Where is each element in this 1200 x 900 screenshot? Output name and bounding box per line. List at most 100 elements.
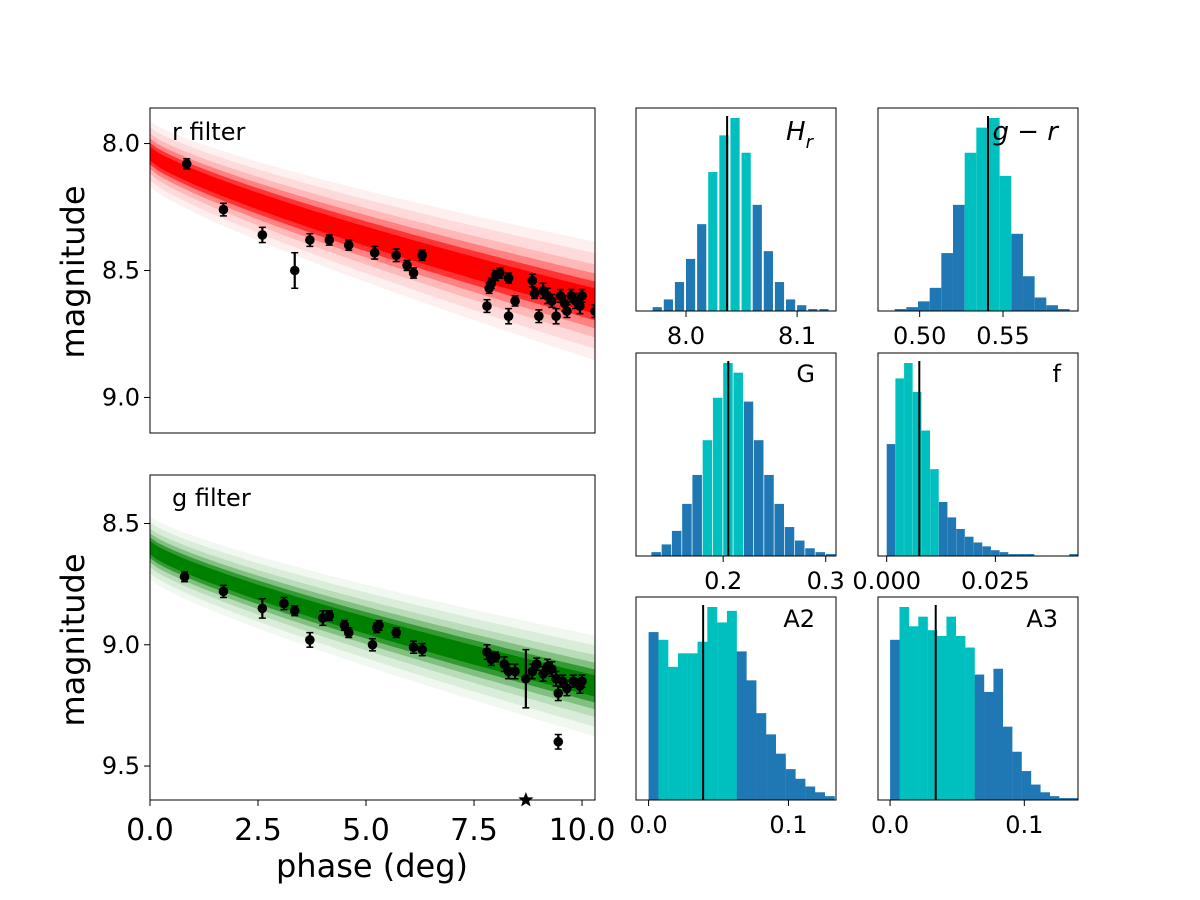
x-tick-label: 0.000	[852, 567, 921, 595]
hist-bar	[941, 253, 953, 311]
hist-bar	[937, 635, 947, 800]
fit-band-layer	[150, 541, 595, 697]
data-point	[527, 273, 538, 288]
hist-bar	[674, 282, 685, 311]
hist-bar	[753, 440, 764, 556]
hist-bar	[921, 430, 931, 556]
hist-f-frame	[877, 352, 1079, 557]
hist-bar	[999, 552, 1009, 556]
data-point	[538, 665, 548, 682]
hist-f-bars	[886, 361, 1078, 556]
hist-bar	[815, 552, 826, 556]
hist-bar	[697, 224, 707, 311]
hist-bar	[652, 307, 662, 311]
hist-bar	[736, 651, 747, 800]
hist-bar	[824, 796, 835, 800]
r-filter-panel: 8.0 8.5 9.0 r filter magnitude	[54, 107, 596, 434]
hist-bar	[658, 639, 669, 800]
x-tick-label: 0.0	[126, 813, 174, 848]
hist-A3-frame	[877, 596, 1079, 801]
data-point	[305, 232, 315, 248]
hist-bar	[1012, 751, 1022, 800]
hist-bar	[648, 632, 659, 800]
data-point	[179, 571, 190, 583]
data-point	[402, 259, 412, 272]
hist-bar	[764, 474, 774, 556]
x-tick-label: 8.0	[667, 322, 705, 350]
data-point	[408, 267, 419, 279]
data-point	[553, 733, 564, 750]
data-point	[553, 685, 564, 702]
hist-bar	[974, 674, 985, 800]
hist-bar	[956, 528, 965, 556]
hist-hr-label: Hr	[786, 117, 815, 153]
r-y-axis-label: magnitude	[54, 185, 92, 358]
data-point	[257, 226, 268, 244]
hist-bar	[661, 544, 672, 556]
hist-bar	[668, 666, 679, 800]
g-x-ticks: 0.0 2.5 5.0 7.5 10.0	[126, 800, 615, 848]
hist-hr-panel: 8.0 8.1 Hr	[635, 107, 837, 350]
hist-bar	[973, 542, 983, 556]
hist-bar	[1031, 784, 1041, 800]
hist-bar	[955, 635, 966, 800]
hist-G-label: G	[796, 360, 815, 388]
hist-bar	[929, 287, 942, 311]
x-tick-label: 8.1	[778, 322, 816, 350]
hist-bar	[726, 610, 737, 800]
hist-bar	[984, 691, 994, 800]
hist-hr-x-ticks: 8.0 8.1	[667, 311, 816, 350]
r-fit-band	[150, 120, 595, 361]
data-point	[324, 234, 335, 246]
x-tick-label: 0.025	[961, 567, 1030, 595]
hist-bar	[946, 616, 957, 800]
hist-bar	[1049, 796, 1060, 800]
data-point	[391, 627, 402, 639]
x-tick-label: 0.0	[871, 811, 909, 839]
hist-bar	[938, 501, 948, 556]
hist-A3-x-ticks: 0.0 0.1	[871, 800, 1043, 839]
hist-bar	[746, 680, 757, 800]
hist-A2-x-ticks: 0.0 0.1	[630, 800, 808, 839]
x-tick-label: 0.3	[807, 567, 845, 595]
hist-bar	[717, 622, 728, 800]
hist-bar	[982, 546, 991, 556]
y-tick-label: 8.5	[102, 257, 140, 285]
data-point	[529, 287, 540, 300]
data-point	[367, 637, 378, 652]
hist-f-panel: 0.000 0.025 f	[852, 352, 1079, 595]
hist-bar	[785, 769, 796, 800]
hist-bar	[712, 397, 723, 556]
hist-bar	[993, 668, 1003, 800]
hist-bar	[774, 503, 784, 556]
hist-bar	[707, 607, 718, 800]
hist-bar	[743, 401, 754, 556]
hist-bar	[763, 251, 773, 311]
hist-bar	[805, 548, 815, 556]
data-point	[374, 619, 384, 631]
hist-bar	[702, 440, 713, 556]
hist-bar	[1023, 276, 1035, 311]
hist-bar	[786, 299, 796, 311]
hist-bar	[976, 127, 988, 312]
hist-bar	[797, 305, 807, 311]
hist-bar	[651, 552, 661, 556]
hist-bar	[677, 653, 688, 800]
y-tick-label: 8.0	[102, 130, 140, 158]
hist-G-bars	[651, 361, 836, 556]
data-point	[324, 610, 335, 622]
hist-bar	[808, 309, 818, 311]
x-tick-label: 0.2	[704, 567, 742, 595]
g-y-ticks: 8.5 9.0 9.5	[102, 510, 150, 780]
data-point	[369, 245, 380, 260]
hist-bar	[686, 258, 696, 311]
hist-bar	[894, 309, 907, 311]
data-point	[546, 293, 557, 309]
hist-bar	[906, 307, 918, 311]
data-point	[495, 267, 505, 279]
r-filter-annotation: r filter	[172, 118, 245, 146]
x-tick-label: 0.55	[976, 322, 1029, 350]
hist-bar	[1017, 554, 1026, 556]
hist-g-minus-r-x-ticks: 0.50 0.55	[893, 311, 1030, 350]
